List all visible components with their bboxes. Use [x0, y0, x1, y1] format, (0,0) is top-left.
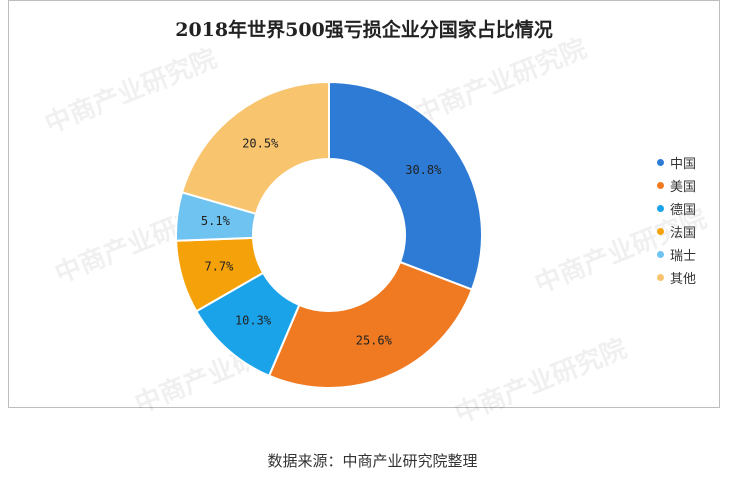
- legend-label: 德国: [670, 203, 697, 218]
- slice-其他: [180, 80, 330, 216]
- legend-label: 中国: [670, 157, 697, 172]
- chart-frame: 2018年世界500强亏损企业分国家占比情况 中商产业研究院 中商产业研究院 中…: [8, 0, 720, 430]
- legend-label: 法国: [670, 226, 697, 241]
- data-label-瑞士: 5.1%: [201, 214, 231, 228]
- legend-item-法国: 法国: [657, 220, 696, 243]
- data-label-其他: 20.5%: [242, 136, 279, 150]
- chart-legend: 中国美国德国法国瑞士其他: [657, 151, 696, 289]
- legend-item-德国: 德国: [657, 197, 696, 220]
- legend-swatch: [657, 205, 664, 212]
- legend-swatch: [657, 182, 664, 189]
- legend-item-瑞士: 瑞士: [657, 243, 696, 266]
- legend-swatch: [657, 251, 664, 258]
- legend-label: 美国: [670, 180, 697, 195]
- chart-title: 2018年世界500强亏损企业分国家占比情况: [175, 19, 553, 41]
- legend-label: 其他: [670, 272, 697, 287]
- legend-item-其他: 其他: [657, 266, 696, 289]
- legend-swatch: [657, 274, 664, 281]
- legend-label: 瑞士: [670, 249, 697, 264]
- data-label-法国: 7.7%: [204, 260, 234, 274]
- slice-美国: [267, 260, 474, 389]
- legend-swatch: [657, 228, 664, 235]
- donut-chart: 30.8% 25.6% 10.3% 7.7% 5.1% 20.5%: [175, 80, 483, 389]
- source-note: 数据来源：中商产业研究院整理: [267, 452, 478, 470]
- data-label-中国: 30.8%: [405, 163, 442, 177]
- data-label-德国: 10.3%: [235, 314, 272, 328]
- legend-item-美国: 美国: [657, 174, 696, 197]
- data-label-美国: 25.6%: [356, 333, 393, 347]
- legend-swatch: [657, 159, 664, 166]
- slice-中国: [328, 80, 483, 291]
- legend-item-中国: 中国: [657, 151, 696, 174]
